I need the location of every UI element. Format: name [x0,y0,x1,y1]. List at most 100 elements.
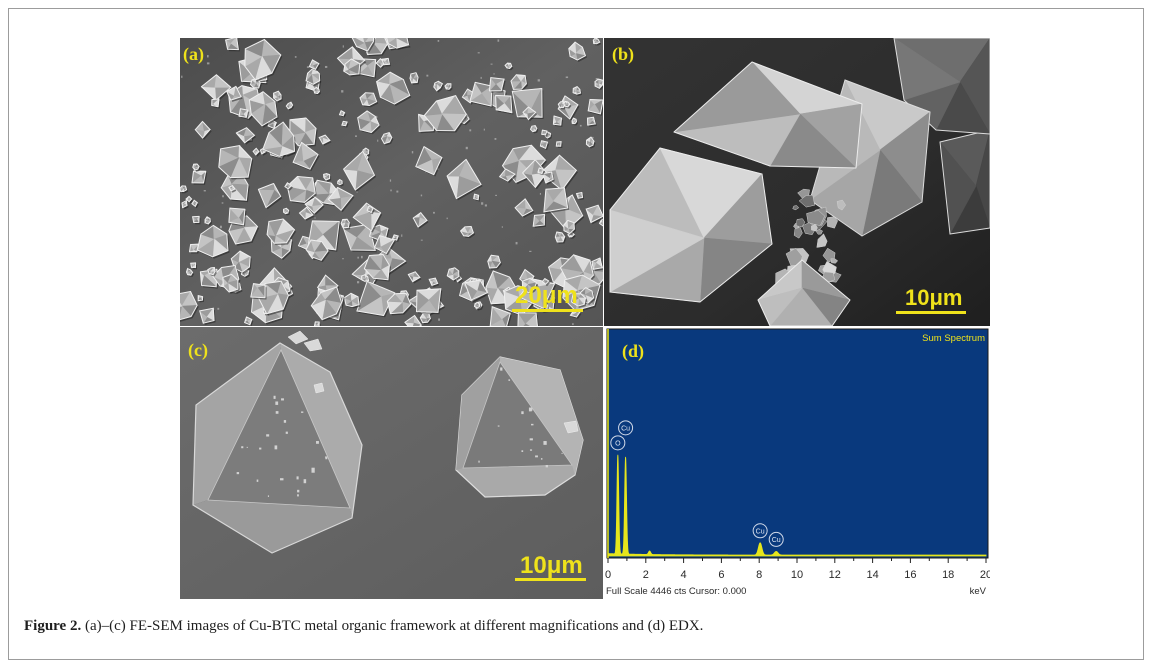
spectrum-layer: O Cu Cu Cu [607,329,987,558]
crystal [220,173,250,203]
speck [529,438,533,441]
crystal [200,74,233,103]
crystal [189,262,197,270]
crystal [554,231,567,244]
speck [497,425,500,427]
crystal [585,204,603,225]
crystal [412,211,429,229]
crystal [488,76,506,93]
debris [827,216,838,229]
debris [303,338,323,352]
crystal-field [180,38,603,326]
speck [484,204,487,207]
crystal [532,213,546,228]
caption-text: (a)–(c) FE-SEM images of Cu-BTC metal or… [84,618,704,634]
speck [508,379,511,381]
peak-label-text: Cu [621,425,630,432]
crystal [571,117,578,126]
scale-bar-a [512,309,583,312]
crystal [198,307,216,325]
speck [565,76,569,79]
speck [266,434,270,437]
peak-label: Cu [618,420,634,436]
debris [806,210,826,226]
speck [500,367,503,371]
speck [481,202,484,205]
speck [285,431,288,434]
crystal [568,41,587,62]
debris [792,205,800,211]
speck [325,456,328,460]
x-tick-label: 12 [829,569,841,581]
crystal [555,140,563,148]
crystal [586,116,597,127]
speck [275,411,279,414]
crystal [598,218,603,227]
peak-label-text: Cu [772,537,781,544]
debris [836,199,847,211]
sem-image-a: (a) 20μm [180,38,603,326]
crystal [257,183,283,210]
crystal [318,134,332,146]
peak-label: Cu [768,531,784,547]
crystal [228,184,237,193]
speck [297,494,299,497]
figure-caption: Figure 2. (a)–(c) FE-SEM images of Cu-BT… [24,617,703,635]
speck [280,478,284,481]
scale-bar-label-a: 20μm [515,282,578,309]
speck [256,479,259,482]
crystal [261,121,296,159]
crystal [343,292,361,309]
speck [303,479,307,484]
speck [267,495,270,497]
crystal [893,38,990,135]
crystal [446,267,461,282]
crystal [404,314,423,326]
crystal [446,158,483,201]
speck [275,401,279,405]
crystal [540,129,549,137]
speck [181,75,183,78]
crystal [226,85,243,102]
crystal [292,141,320,171]
crystal [252,147,261,157]
speck [301,411,304,413]
crystal [180,290,199,322]
crystal [570,293,587,308]
sem-image-b-graphic [604,38,990,326]
crystal [191,170,208,185]
crystal [504,62,514,71]
speck [477,52,480,54]
crystal [380,131,394,146]
crystal [185,267,195,277]
crystal [514,197,535,218]
figure-frame [8,8,1144,660]
crystal [322,173,332,182]
x-tick-label: 18 [942,569,954,581]
speck [311,467,315,473]
speck [356,191,358,193]
speck [591,136,594,139]
speck [469,129,472,132]
speck [528,408,533,411]
speck [531,423,534,426]
speck [438,318,440,321]
crystal [192,163,201,172]
crystal [487,254,502,270]
crystal [587,98,603,116]
debris [811,223,818,232]
crystal [341,120,349,128]
peak-label-circle [610,435,626,451]
debris [830,258,839,264]
crystal [248,90,279,128]
sem-image-c-graphic [180,327,603,599]
crystal [359,92,379,108]
crystal [235,127,256,145]
speck [535,455,538,458]
speck [273,395,276,399]
crystal [529,125,539,134]
crystal [391,234,400,242]
crystal [415,145,444,177]
speck [206,62,210,65]
speck [478,460,480,463]
